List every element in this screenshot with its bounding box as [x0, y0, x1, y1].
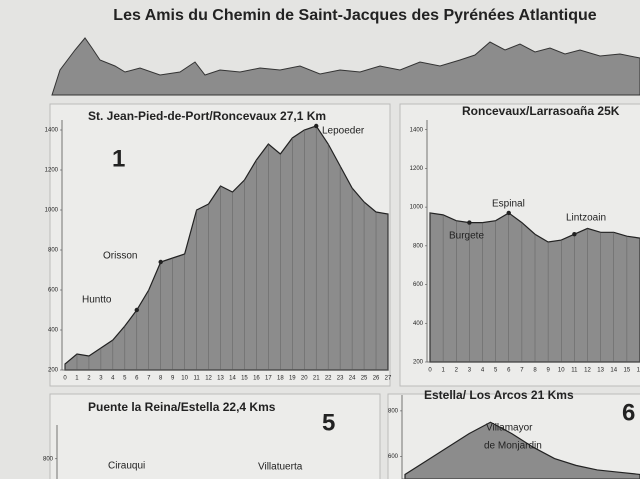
- x-tick-label: 15: [241, 376, 248, 382]
- annotation: de Monjardin: [484, 441, 542, 452]
- x-tick-label: 5: [494, 368, 498, 374]
- x-tick-label: 9: [171, 376, 175, 382]
- x-tick-label: 16: [253, 376, 260, 382]
- x-tick-label: 7: [147, 376, 151, 382]
- annotation-dot: [467, 220, 472, 225]
- x-tick-label: 13: [597, 368, 604, 374]
- x-tick-label: 11: [571, 368, 578, 374]
- x-tick-label: 4: [481, 368, 485, 374]
- x-tick-label: 5: [123, 376, 127, 382]
- x-tick-label: 18: [277, 376, 284, 382]
- y-tick-label: 600: [413, 282, 424, 288]
- y-tick-label: 1200: [45, 168, 59, 174]
- panel-title: Puente la Reina/Estella 22,4 Kms: [88, 400, 276, 414]
- y-tick-label: 1400: [45, 128, 59, 134]
- x-tick-label: 20: [301, 376, 308, 382]
- x-tick-label: 10: [558, 368, 565, 374]
- y-tick-label: 800: [413, 243, 424, 249]
- x-tick-label: 8: [533, 368, 537, 374]
- y-tick-label: 1400: [410, 127, 424, 133]
- x-tick-label: 17: [265, 376, 272, 382]
- x-tick-label: 0: [63, 376, 67, 382]
- y-tick-label: 1000: [45, 208, 59, 214]
- y-tick-label: 800: [388, 408, 399, 414]
- x-tick-label: 12: [205, 376, 212, 382]
- y-tick-label: 1200: [410, 166, 424, 172]
- x-tick-label: 2: [87, 376, 91, 382]
- x-tick-label: 3: [99, 376, 103, 382]
- annotation-dot: [314, 123, 319, 129]
- panel-title: Estella/ Los Arcos 21 Kms: [424, 388, 574, 402]
- x-tick-label: 9: [546, 368, 550, 374]
- annotation: Espinal: [492, 199, 525, 210]
- overview-profile: [51, 37, 640, 96]
- x-tick-label: 12: [584, 368, 591, 374]
- x-tick-label: 27: [385, 376, 392, 382]
- x-tick-label: 11: [193, 376, 200, 382]
- annotation: Villamayor: [486, 423, 533, 434]
- annotation: Burgete: [449, 231, 484, 242]
- x-tick-label: 14: [229, 376, 236, 382]
- x-tick-label: 7: [520, 368, 524, 374]
- x-tick-label: 26: [373, 376, 380, 382]
- x-tick-label: 1: [441, 368, 445, 374]
- x-tick-label: 2: [455, 368, 459, 374]
- elevation-area: [404, 421, 640, 479]
- x-tick-label: 14: [610, 368, 617, 374]
- y-tick-label: 1000: [410, 205, 424, 211]
- panel-number: 6: [622, 399, 635, 426]
- x-tick-label: 6: [135, 376, 139, 382]
- y-tick-label: 200: [413, 360, 424, 366]
- x-tick-label: 10: [181, 376, 188, 382]
- x-tick-label: 16: [637, 368, 640, 374]
- x-tick-label: 6: [507, 368, 511, 374]
- y-tick-label: 800: [48, 248, 59, 254]
- y-tick-label: 600: [388, 454, 399, 460]
- annotation-dot: [134, 307, 139, 313]
- x-tick-label: 3: [468, 368, 472, 374]
- annotation-dot: [158, 259, 163, 265]
- x-tick-label: 24: [349, 376, 356, 382]
- y-tick-label: 400: [48, 328, 59, 334]
- x-tick-label: 22: [325, 376, 332, 382]
- panel-number: 5: [322, 409, 335, 436]
- x-tick-label: 4: [111, 376, 115, 382]
- panel-title: Roncevaux/Larrasoaña 25K: [462, 104, 620, 118]
- x-tick-label: 1: [75, 376, 79, 382]
- panel: [49, 393, 381, 479]
- annotation: Lintzoain: [566, 213, 606, 224]
- x-tick-label: 0: [428, 368, 432, 374]
- annotation: Orisson: [103, 251, 137, 262]
- x-tick-label: 13: [217, 376, 224, 382]
- x-tick-label: 8: [159, 376, 163, 382]
- y-tick-label: 800: [43, 456, 54, 462]
- annotation: Villatuerta: [258, 462, 303, 473]
- annotation-dot: [506, 210, 511, 216]
- y-tick-label: 200: [48, 368, 59, 374]
- x-tick-label: 25: [361, 376, 368, 382]
- annotation: Cirauqui: [108, 461, 145, 472]
- y-tick-label: 600: [48, 288, 59, 294]
- x-tick-label: 23: [337, 376, 344, 382]
- annotation: Huntto: [82, 295, 112, 306]
- annotation-dot: [572, 232, 577, 237]
- panel-number: 1: [112, 145, 125, 172]
- x-tick-label: 19: [289, 376, 296, 382]
- y-tick-label: 400: [413, 321, 424, 327]
- panel-title: St. Jean-Pied-de-Port/Roncevaux 27,1 Km: [88, 109, 326, 123]
- annotation: Lepoeder: [322, 126, 365, 137]
- x-tick-label: 15: [624, 368, 631, 374]
- x-tick-label: 21: [313, 376, 320, 382]
- page-title: Les Amis du Chemin de Saint-Jacques des …: [113, 7, 597, 24]
